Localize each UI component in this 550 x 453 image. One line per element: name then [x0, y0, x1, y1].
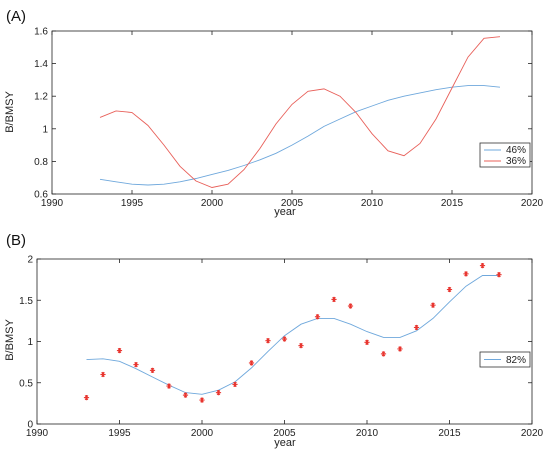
panel-a-ytick-label: 1.6 [34, 27, 48, 38]
panel-b-observation-point [479, 263, 486, 269]
panel-b-observation-point [133, 362, 139, 368]
panel-a-series-line-0 [99, 85, 501, 186]
panel-a-ytick-label: 1.4 [34, 59, 48, 70]
panel-b-plot-area: 1990 1995 2000 2005 2010 2015 2020 0 0.5 1 1.5 2 [19, 255, 543, 440]
panel-b-observation-point [364, 339, 370, 345]
panel-b-observation-point [265, 338, 271, 344]
panel-a-ylabel: B/BMSY [4, 91, 16, 133]
panel-b-observation-point [149, 367, 156, 373]
panel-a-plot-area: 1990 1995 2000 2005 2010 2015 2020 0.6 0.8 1 1.2 1.… [34, 27, 543, 210]
panel-b-observation-point [463, 271, 469, 277]
panel-b-observation-point [413, 324, 420, 331]
panel-a-xtick-label: 1990 [41, 198, 64, 209]
panel-a-xtick-label: 2005 [281, 198, 304, 209]
panel-a-xtick-label: 2000 [201, 198, 224, 209]
panel-b-observation-point [380, 351, 387, 357]
panel-a-xtick-label: 2020 [521, 198, 544, 209]
panel-a-ytick-label: 0.8 [34, 157, 48, 168]
panel-b-observation-point [166, 383, 172, 389]
panel-b-observation-point [331, 296, 337, 303]
panel-b-ytick-label: 0 [27, 420, 33, 431]
panel-b-observation-point [83, 395, 90, 401]
panel-b-xtick-label: 2000 [191, 428, 214, 439]
panel-b-observation-point [430, 302, 436, 308]
panel-b-ytick-label: 0.5 [19, 378, 33, 389]
panel-a-xtick-label: 2010 [361, 198, 384, 209]
legend-label-36: 36% [506, 156, 526, 167]
panel-a-xtick-label: 2015 [441, 198, 464, 209]
panel-b-observation-point [298, 343, 304, 349]
panel-a-ytick-label: 1 [42, 124, 48, 135]
panel-b-observation-point [314, 314, 321, 320]
panel-b-ylabel: B/BMSY [4, 319, 16, 361]
panel-b-xtick-label: 1990 [26, 428, 49, 439]
panel-b-observation-point [281, 336, 288, 342]
panel-b-ytick-label: 1.5 [19, 296, 33, 307]
panel-a-xlabel: year [274, 206, 296, 218]
panel-b-observation-point [446, 286, 453, 293]
panel-b-observation-point [347, 303, 354, 309]
panel-b-xtick-label: 2020 [521, 428, 544, 439]
panel-a-series-line-1 [99, 36, 501, 188]
panel-a-xtick-label: 1995 [121, 198, 144, 209]
panel-b-xtick-label: 2005 [273, 428, 296, 439]
panel-b-observation-point [199, 397, 205, 403]
panel-b-series-line-0 [86, 275, 499, 395]
panel-b-xlabel: year [274, 437, 296, 449]
panel-b-observation-point [215, 390, 222, 396]
panel-b-observation-point [232, 381, 238, 387]
panel-a-ytick-label: 0.6 [34, 190, 48, 201]
panel-a: (A) 1990 1995 2000 2005 2010 2015 20200.60.811… [4, 8, 544, 218]
panel-b-ytick-label: 1 [27, 337, 33, 348]
legend-label-82: 82% [506, 355, 526, 366]
panel-b-xtick-label: 2015 [438, 428, 461, 439]
panel-a-legend: 46% 36% [479, 142, 531, 168]
panel-b-observation-point [248, 360, 255, 366]
panel-b-ytick-label: 2 [27, 255, 33, 266]
panel-b-label: (B) [6, 232, 26, 249]
panel-b-observation-point [116, 347, 123, 354]
panel-a-ytick-label: 1.2 [34, 92, 48, 103]
panel-b-observation-point [100, 371, 106, 378]
panel-b-xtick-label: 2010 [356, 428, 379, 439]
panel-b: (B) 1990 1995 2000 2005 2010 2015 2020 0 0.5 1 1.5… [4, 232, 544, 449]
panel-a-frame [51, 30, 533, 195]
panel-b-observation-point [397, 346, 403, 352]
panel-b-observation-point [182, 392, 189, 398]
legend-label-46: 46% [506, 145, 526, 156]
panel-b-xtick-label: 1995 [108, 428, 131, 439]
panel-b-legend: 82% [479, 351, 531, 368]
panel-a-label: (A) [6, 8, 26, 25]
panel-b-observation-point [496, 272, 502, 278]
